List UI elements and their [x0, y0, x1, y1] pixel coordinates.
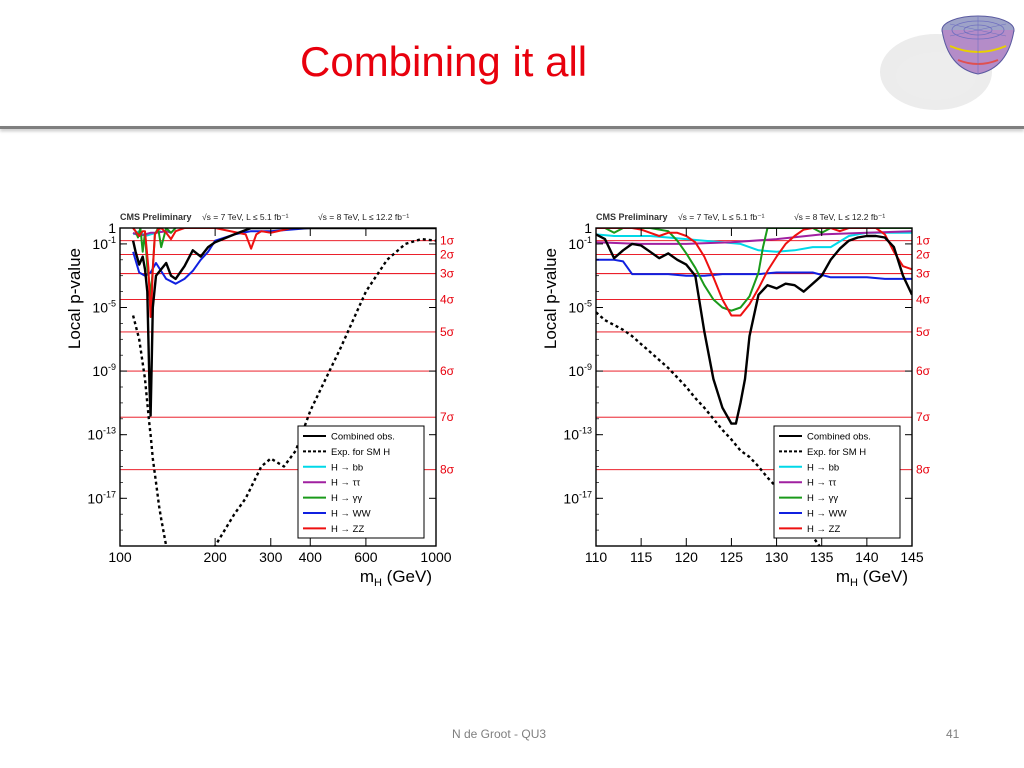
- series-line-bb: [596, 231, 912, 253]
- legend-label-WW: H → WW: [331, 509, 371, 520]
- sigma-label: 3σ: [916, 267, 931, 281]
- x-axis-title: mH (GeV): [360, 567, 432, 589]
- y-tick-label: 10-9: [568, 362, 592, 379]
- x-tick-label: 145: [900, 549, 924, 565]
- y-tick-label: 10-17: [563, 489, 592, 506]
- x-tick-label: 400: [299, 549, 323, 565]
- legend-label-tautau: H → ττ: [807, 478, 836, 489]
- legend: Combined obs. Exp. for SM H H → bb H → ττ H …: [297, 425, 425, 539]
- y-tick-label: 10-17: [87, 489, 116, 506]
- legend-label-WW: H → WW: [807, 509, 847, 520]
- chart-header-cms: CMS Preliminary: [120, 212, 192, 222]
- sigma-label: 3σ: [440, 267, 455, 281]
- x-tick-label: 115: [630, 549, 653, 565]
- series-line-combined: [596, 233, 912, 425]
- sigma-label: 2σ: [440, 247, 455, 261]
- chart-header-cms: CMS Preliminary: [596, 212, 668, 222]
- x-tick-label: 110: [585, 549, 608, 565]
- x-tick-label: 100: [108, 549, 132, 565]
- y-tick-label: 10-5: [568, 299, 592, 316]
- sigma-label: 4σ: [440, 293, 455, 307]
- y-tick-label: 10-13: [563, 426, 592, 443]
- legend-label-ZZ: H → ZZ: [331, 524, 364, 535]
- y-tick-label: 10-13: [87, 426, 116, 443]
- legend-label-bb: H → bb: [807, 462, 839, 473]
- sigma-label: 2σ: [916, 247, 931, 261]
- x-tick-label: 600: [354, 549, 378, 565]
- legend-label-ZZ: H → ZZ: [807, 524, 840, 535]
- title-divider: [0, 126, 1024, 129]
- sigma-label: 5σ: [440, 325, 455, 339]
- sigma-label: 5σ: [916, 325, 931, 339]
- x-tick-label: 140: [855, 549, 879, 565]
- y-tick-label: 10-9: [92, 362, 116, 379]
- chart-header-7tev: √s = 7 TeV, L ≤ 5.1 fb⁻¹: [678, 212, 765, 222]
- page-number: 41: [946, 727, 960, 741]
- plot-area: [131, 228, 436, 546]
- series-line-tautau: [596, 230, 912, 245]
- legend-label-combined: Combined obs.: [331, 432, 395, 443]
- y-tick-label: 10-5: [92, 299, 116, 316]
- chart-header-7tev: √s = 7 TeV, L ≤ 5.1 fb⁻¹: [202, 212, 289, 222]
- pvalue-chart-full-range: CMS Preliminary √s = 7 TeV, L ≤ 5.1 fb⁻¹ √…: [65, 212, 455, 589]
- footer-text: N de Groot - QU3: [452, 727, 547, 741]
- y-tick-label: 10-1: [92, 235, 116, 252]
- sigma-label: 7σ: [440, 410, 455, 424]
- y-tick-label: 10-1: [568, 235, 592, 252]
- legend-label-bb: H → bb: [331, 462, 363, 473]
- legend-label-expected: Exp. for SM H: [331, 447, 390, 458]
- series-line-gammagamma: [596, 228, 912, 312]
- x-tick-label: 1000: [420, 549, 451, 565]
- y-axis-title: Local p-value: [65, 248, 84, 349]
- x-tick-label: 135: [810, 549, 834, 565]
- legend-label-expected: Exp. for SM H: [807, 447, 866, 458]
- x-tick-label: 120: [675, 549, 699, 565]
- series-line-ZZ: [132, 228, 436, 318]
- x-axis-title: mH (GeV): [836, 567, 908, 589]
- sigma-label: 7σ: [916, 410, 931, 424]
- x-tick-label: 300: [259, 549, 283, 565]
- plot-area: [596, 228, 912, 546]
- y-tick-label: 1: [584, 220, 592, 236]
- sigma-label: 1σ: [440, 234, 455, 248]
- sigma-label: 8σ: [916, 463, 931, 477]
- legend: Combined obs. Exp. for SM H H → bb H → ττ H …: [773, 425, 901, 539]
- sigma-label: 6σ: [916, 364, 931, 378]
- mexican-hat-potential-logo: [878, 6, 1018, 116]
- chart-header-8tev: √s = 8 TeV, L ≤ 12.2 fb⁻¹: [318, 212, 409, 222]
- y-axis-title: Local p-value: [541, 248, 560, 349]
- legend-label-gammagamma: H → γγ: [331, 493, 362, 504]
- legend-label-gammagamma: H → γγ: [807, 493, 838, 504]
- series-line-expected: [131, 237, 436, 546]
- series-line-combined: [131, 228, 436, 417]
- sigma-label: 1σ: [916, 234, 931, 248]
- series-line-ZZ: [596, 228, 912, 317]
- legend-label-tautau: H → ττ: [331, 478, 360, 489]
- sigma-label: 6σ: [440, 364, 455, 378]
- slide-title: Combining it all: [300, 38, 588, 85]
- sigma-label: 4σ: [916, 293, 931, 307]
- chart-header-8tev: √s = 8 TeV, L ≤ 12.2 fb⁻¹: [794, 212, 885, 222]
- pvalue-chart-zoom-range: CMS Preliminary √s = 7 TeV, L ≤ 5.1 fb⁻¹ √…: [541, 212, 931, 589]
- y-tick-label: 1: [108, 220, 116, 236]
- series-line-WW: [596, 258, 912, 280]
- x-tick-label: 125: [720, 549, 744, 565]
- legend-label-combined: Combined obs.: [807, 432, 871, 443]
- x-tick-label: 130: [765, 549, 789, 565]
- sigma-label: 8σ: [440, 463, 455, 477]
- x-tick-label: 200: [203, 549, 227, 565]
